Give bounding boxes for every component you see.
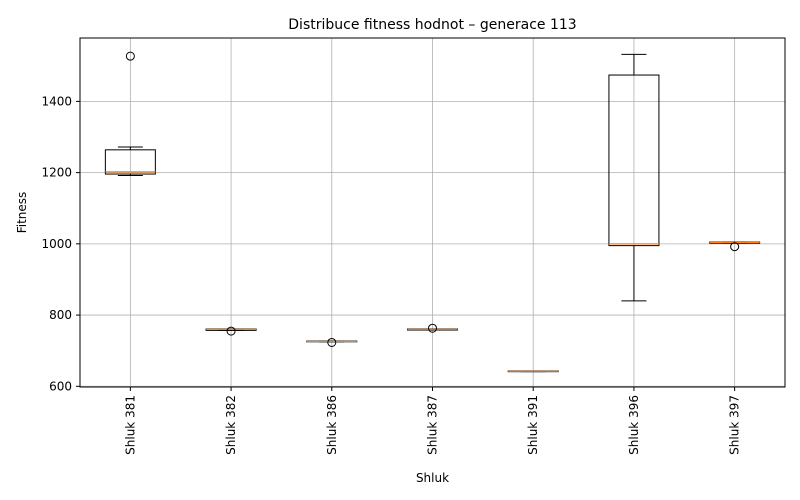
box-shluk-382	[205, 326, 257, 336]
x-axis-label: Shluk	[416, 471, 449, 485]
outlier-point	[327, 337, 337, 347]
y-axis-label: Fitness	[15, 192, 29, 234]
y-tick-label: 1000	[41, 237, 72, 251]
x-tick-label: Shluk 387	[426, 395, 440, 455]
outlier-point	[428, 323, 437, 333]
box-rect	[104, 149, 156, 175]
x-tick-label: Shluk 386	[325, 395, 339, 455]
box-shluk-391	[507, 370, 559, 373]
y-tick-label: 600	[49, 379, 72, 393]
grid-layer	[80, 38, 785, 387]
box-shluk-397	[709, 241, 761, 252]
box-shluk-396	[608, 53, 660, 302]
x-tick-label: Shluk 397	[728, 395, 742, 455]
outlier-point	[730, 242, 740, 252]
chart-title: Distribuce fitness hodnot – generace 113	[288, 17, 576, 33]
outlier-point	[125, 51, 135, 61]
box-shluk-386	[306, 337, 358, 347]
boxes-layer	[104, 51, 761, 373]
y-tick-label: 1400	[41, 94, 72, 108]
y-tick-label: 1200	[41, 166, 72, 180]
x-tick-label: Shluk 396	[627, 395, 641, 455]
x-tick-label: Shluk 382	[224, 395, 238, 455]
ticks-layer: 600 800 1000 1200 1400 Shluk 381 Shluk 382 Shlu…	[41, 94, 741, 454]
box-rect	[608, 74, 660, 247]
y-tick-label: 800	[49, 308, 72, 322]
x-tick-label: Shluk 381	[123, 395, 137, 455]
x-tick-label: Shluk 391	[526, 395, 540, 455]
box-shluk-387	[407, 323, 458, 333]
outlier-point	[226, 326, 236, 336]
box-shluk-381	[104, 51, 156, 176]
